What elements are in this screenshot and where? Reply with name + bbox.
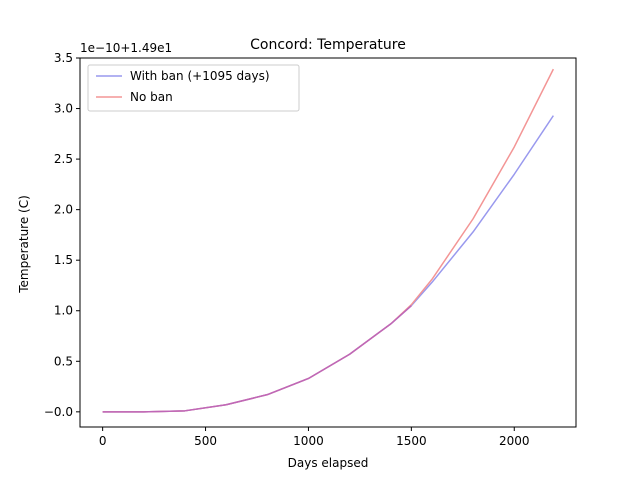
y-offset-label: 1e−10+1.49e1 bbox=[80, 41, 172, 55]
y-tick-label: 0.5 bbox=[54, 354, 73, 368]
x-tick-label: 1000 bbox=[293, 434, 324, 448]
y-tick-label: 3.0 bbox=[54, 102, 73, 116]
y-tick-label: 3.5 bbox=[54, 51, 73, 65]
chart-title: Concord: Temperature bbox=[250, 37, 406, 53]
legend-label: With ban (+1095 days) bbox=[130, 69, 270, 83]
y-tick-label: −0.0 bbox=[44, 405, 73, 419]
x-tick-label: 1500 bbox=[396, 434, 427, 448]
series-line-no-ban bbox=[102, 68, 555, 413]
x-tick-label: 500 bbox=[194, 434, 217, 448]
y-tick-label: 2.5 bbox=[54, 152, 73, 166]
y-tick-label: 1.0 bbox=[54, 304, 73, 318]
y-axis-title: Temperature (C) bbox=[17, 195, 31, 294]
x-tick-label: 2000 bbox=[499, 434, 530, 448]
plot-frame bbox=[79, 57, 577, 428]
legend-label: No ban bbox=[130, 90, 173, 104]
y-tick-label: 2.0 bbox=[54, 203, 73, 217]
legend-box bbox=[87, 64, 300, 112]
y-tick-label: 1.5 bbox=[54, 253, 73, 267]
plot-area: 0 500 1000 1500 2000 −0.0 0.5 1.0 1.5 2.0 2.5 3.0 3.… bbox=[44, 51, 577, 448]
series-overlap-line bbox=[102, 305, 412, 413]
x-tick-label: 0 bbox=[99, 434, 107, 448]
x-axis-title: Days elapsed bbox=[288, 456, 369, 470]
